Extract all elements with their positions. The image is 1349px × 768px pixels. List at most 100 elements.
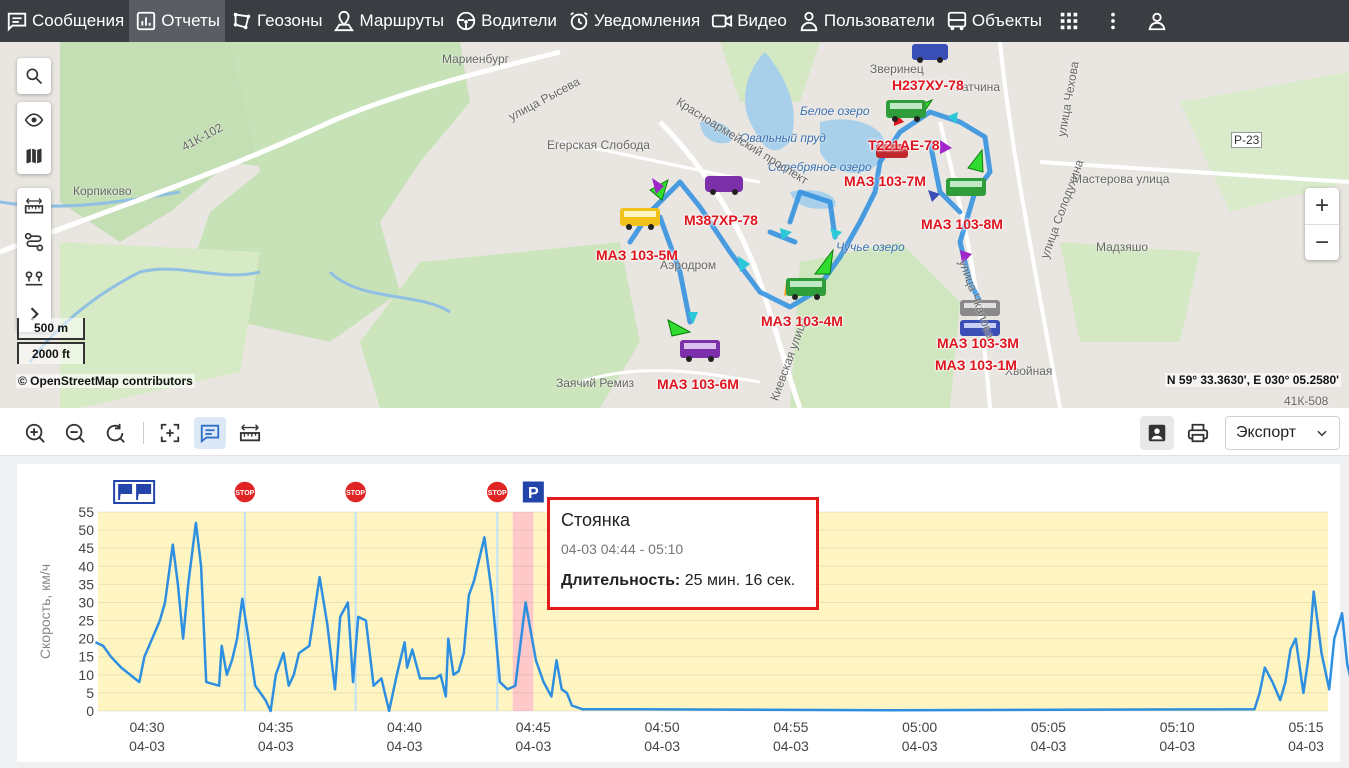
- user-icon: [800, 11, 818, 32]
- nav-drivers[interactable]: Водители: [449, 0, 562, 42]
- chevron-down-icon: [1317, 430, 1327, 437]
- chevron-right-icon: [30, 307, 39, 321]
- vehicle-label[interactable]: МАЗ 103-5М: [596, 247, 678, 263]
- tooltip-duration-value: 25 мин. 16 сек.: [684, 572, 796, 589]
- account-button[interactable]: [1135, 0, 1179, 42]
- map-label-gatchina: Гатчина: [956, 80, 1000, 94]
- map-layers-group: [17, 102, 51, 174]
- map-search-button[interactable]: [17, 58, 51, 94]
- export-dropdown[interactable]: Экспорт: [1225, 416, 1340, 450]
- nav-users-label: Пользователи: [823, 11, 935, 30]
- nav-objects[interactable]: Объекты: [940, 0, 1047, 42]
- vehicle-label[interactable]: МАЗ 103-7М: [844, 173, 926, 189]
- select-area-icon: [160, 423, 180, 443]
- map-label-egerskaya: Егерская Слобода: [547, 138, 650, 152]
- print-button[interactable]: [1181, 416, 1215, 450]
- export-label: Экспорт: [1236, 424, 1297, 441]
- map-expand-button[interactable]: [17, 296, 51, 332]
- nav-users[interactable]: Пользователи: [792, 0, 940, 42]
- tooltip-duration: Длительность: 25 мин. 16 сек.: [561, 572, 805, 590]
- alarm-clock-icon: [570, 11, 588, 31]
- zoom-in-icon: [25, 423, 45, 443]
- vehicle-label[interactable]: Т221АЕ-78: [868, 137, 940, 153]
- vehicle-label[interactable]: МАЗ 103-3М: [937, 335, 1019, 351]
- ruler-icon: [239, 424, 261, 442]
- vehicle-label[interactable]: МАЗ 103-8М: [921, 216, 1003, 232]
- map-label-silver-lake: Серебряное озеро: [768, 160, 872, 174]
- nav-video-label: Видео: [737, 11, 787, 30]
- vehicle-label[interactable]: МАЗ 103-6М: [657, 376, 739, 392]
- map-pins-button[interactable]: [17, 260, 51, 296]
- chart-zoom-in-button[interactable]: [19, 417, 51, 449]
- tooltip-duration-label: Длительность:: [561, 572, 681, 589]
- map-label-khvoynaya: Хвойная: [1005, 364, 1053, 378]
- nav-objects-label: Объекты: [971, 11, 1042, 30]
- routes-icon: [334, 10, 355, 32]
- map-label-white-lake: Белое озеро: [800, 104, 870, 118]
- map-search-group: [17, 58, 51, 94]
- chart-comments-button[interactable]: [194, 417, 226, 449]
- more-button[interactable]: [1091, 0, 1135, 42]
- map-route-button[interactable]: [17, 224, 51, 260]
- nav-drivers-label: Водители: [481, 11, 557, 30]
- map-layers-button[interactable]: [17, 138, 51, 174]
- map-label-41k508: 41К-508: [1284, 394, 1329, 408]
- toolbar-divider: [143, 422, 144, 444]
- chart-select-area-button[interactable]: [154, 417, 186, 449]
- map-label-oval-pond: Овальный пруд: [740, 131, 826, 145]
- messages-icon: [7, 12, 27, 32]
- map-view[interactable]: Мариенбург улица Рысева 41К-102 Корпиков…: [0, 42, 1349, 408]
- map-label-madzyasho: Мадзяшо: [1096, 240, 1149, 254]
- vehicle-label[interactable]: МАЗ 103-4М: [761, 313, 843, 329]
- map-tiles: [0, 42, 1349, 408]
- tooltip-title: Стоянка: [561, 510, 631, 530]
- nav-reports-label: Отчеты: [161, 11, 221, 30]
- account-icon: [1148, 12, 1166, 31]
- map-label-chuchye-lake: Чучье озеро: [836, 240, 905, 254]
- eye-icon: [24, 113, 44, 127]
- nav-messages-label: Сообщения: [32, 11, 125, 30]
- reports-icon: [137, 11, 156, 31]
- nav-routes[interactable]: Маршруты: [327, 0, 449, 42]
- map-zoom-in-button[interactable]: +: [1314, 192, 1329, 219]
- map-ruler-button[interactable]: [17, 188, 51, 224]
- map-label-masterova: Мастерова улица: [1072, 172, 1170, 186]
- map-label-marienburg: Мариенбург: [442, 52, 510, 66]
- scale-bar-metric: 500 m: [17, 318, 85, 340]
- nav-geozones-label: Геозоны: [257, 11, 323, 30]
- nav-geozones[interactable]: Геозоны: [225, 0, 327, 42]
- nav-reports[interactable]: Отчеты: [129, 0, 226, 42]
- printer-icon: [1187, 423, 1209, 443]
- vehicle-label[interactable]: Н237ХУ-78: [892, 77, 964, 93]
- apps-grid-button[interactable]: [1047, 0, 1091, 42]
- more-vertical-icon: [1111, 12, 1115, 30]
- map-label-p23: Р-23: [1231, 132, 1263, 148]
- vehicle-label[interactable]: М387ХР-78: [684, 212, 758, 228]
- pins-icon: [25, 271, 43, 286]
- reset-icon: [106, 423, 125, 443]
- nav-messages[interactable]: Сообщения: [0, 0, 129, 42]
- nav-notifications-label: Уведомления: [593, 11, 701, 30]
- map-label-korpikovo: Корпиково: [73, 184, 132, 198]
- nav-notifications[interactable]: Уведомления: [562, 0, 705, 42]
- zoom-out-icon: [65, 423, 85, 443]
- parking-tooltip: Стоянка 04-03 04:44 - 05:10 Длительность…: [547, 497, 819, 610]
- top-nav: Сообщения Отчеты Геозоны Маршруты Водите…: [0, 0, 1349, 42]
- chart-reset-button[interactable]: [99, 417, 131, 449]
- scale-bar-imperial: 2000 ft: [17, 342, 85, 364]
- nav-video[interactable]: Видео: [705, 0, 792, 42]
- map-label-zayachiy-remiz: Заячий Ремиз: [556, 376, 635, 390]
- vehicle-label[interactable]: МАЗ 103-1М: [935, 357, 1017, 373]
- contact-card-button[interactable]: [1140, 416, 1174, 450]
- map-label-aerodrom: Аэродром: [660, 258, 717, 272]
- chart-toolbar: Экспорт: [0, 408, 1349, 456]
- map-tools-group: [17, 188, 51, 332]
- map-zoom-out-button[interactable]: −: [1305, 224, 1339, 260]
- map-attribution[interactable]: © OpenStreetMap contributors: [16, 374, 195, 388]
- contact-card-icon: [1148, 424, 1166, 442]
- chart-ruler-button[interactable]: [234, 417, 266, 449]
- drivers-icon: [456, 11, 476, 31]
- map-visibility-button[interactable]: [17, 102, 51, 138]
- bus-icon: [947, 11, 967, 31]
- chart-zoom-out-button[interactable]: [59, 417, 91, 449]
